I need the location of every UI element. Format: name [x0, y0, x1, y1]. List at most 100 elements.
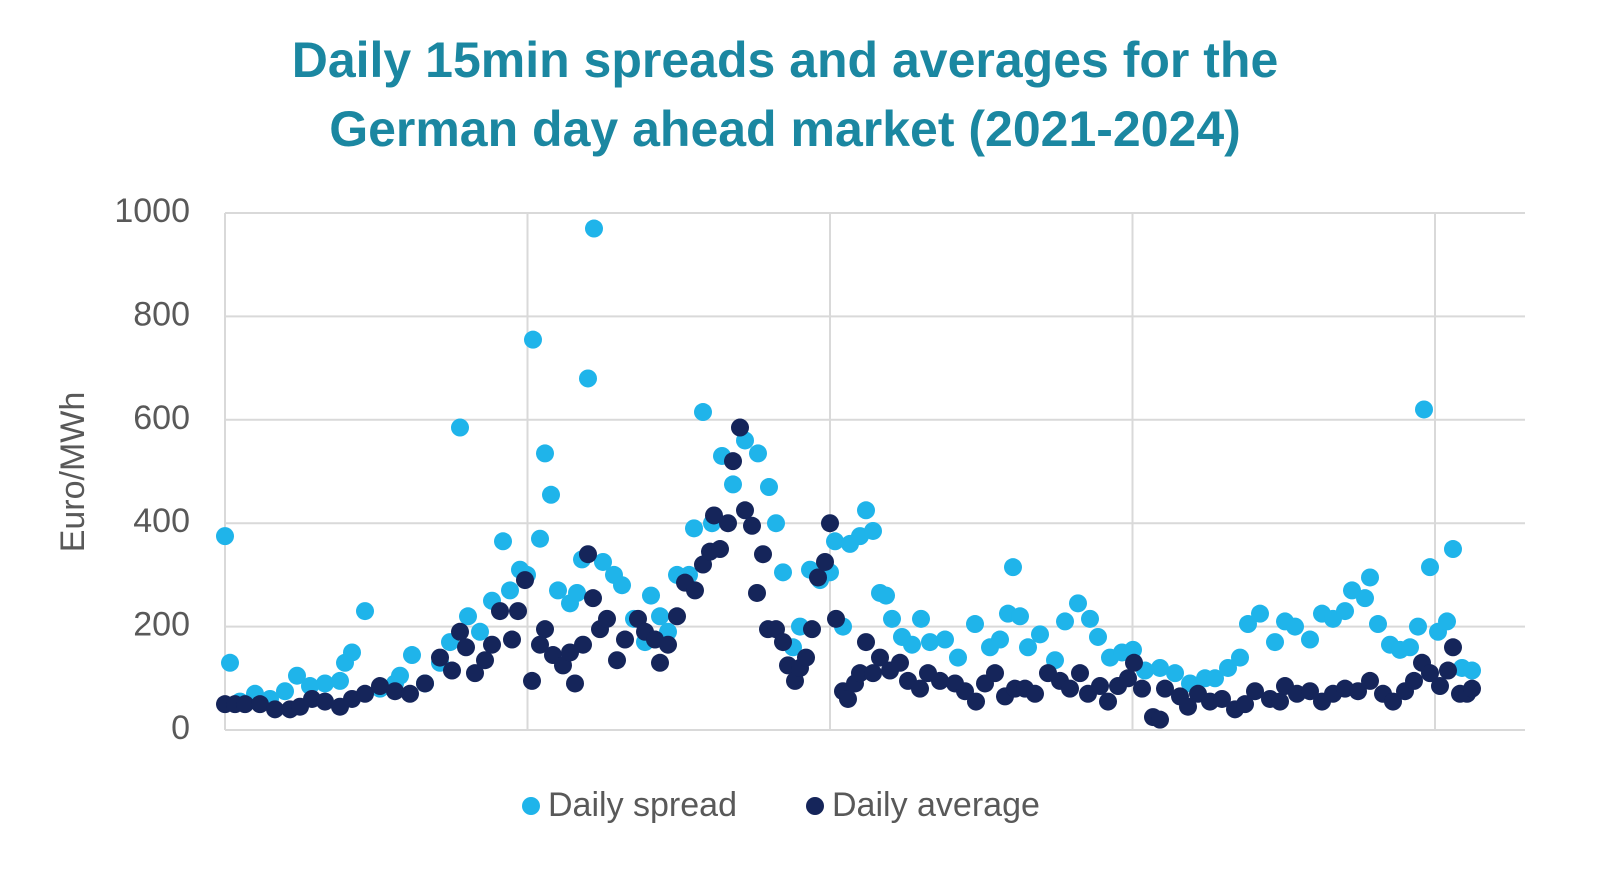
data-point [386, 682, 404, 701]
y-tick-label: 800 [133, 295, 190, 333]
data-point [911, 679, 929, 698]
data-point [1089, 627, 1107, 646]
data-point [1125, 653, 1143, 672]
data-point [803, 620, 821, 639]
data-point [316, 692, 334, 711]
data-point [651, 607, 669, 626]
data-point [491, 602, 509, 621]
data-point [476, 651, 494, 670]
data-point [236, 695, 254, 714]
data-point [443, 661, 461, 680]
data-point [457, 638, 475, 657]
data-point [1246, 682, 1264, 701]
data-point [561, 643, 579, 662]
data-point [1401, 638, 1419, 657]
data-point [966, 615, 984, 634]
data-point [821, 514, 839, 533]
data-point [1405, 671, 1423, 690]
data-point [1151, 658, 1169, 677]
data-point [685, 519, 703, 538]
data-point [731, 418, 749, 437]
data-point [891, 653, 909, 672]
data-point [903, 635, 921, 654]
data-point [1384, 692, 1402, 711]
data-point [748, 583, 766, 602]
data-point [931, 671, 949, 690]
data-point [579, 369, 597, 388]
data-point [542, 485, 560, 504]
data-point [459, 607, 477, 626]
data-point [613, 576, 631, 595]
data-point [767, 514, 785, 533]
data-point [1361, 568, 1379, 587]
data-point [1019, 638, 1037, 657]
data-point [1179, 697, 1197, 716]
data-point [921, 633, 939, 652]
data-point [1026, 684, 1044, 703]
data-point [549, 581, 567, 600]
data-point [864, 521, 882, 540]
data-point [503, 630, 521, 649]
data-point [857, 501, 875, 520]
data-point [949, 648, 967, 667]
data-point [686, 581, 704, 600]
data-point [1361, 671, 1379, 690]
data-point [1463, 661, 1481, 680]
data-point [1409, 617, 1427, 636]
data-point [579, 545, 597, 564]
data-point [524, 330, 542, 349]
data-point [331, 671, 349, 690]
data-point [403, 646, 421, 665]
data-point [416, 674, 434, 693]
data-point [816, 552, 834, 571]
data-point [1421, 664, 1439, 683]
data-point [1081, 609, 1099, 628]
legend-marker [806, 797, 824, 815]
data-point [1439, 661, 1457, 680]
data-point [584, 589, 602, 608]
data-point [1421, 558, 1439, 577]
data-point [276, 682, 294, 701]
data-point [1415, 400, 1433, 419]
data-point [936, 630, 954, 649]
data-point [1356, 589, 1374, 608]
data-point [1011, 607, 1029, 626]
data-point [1071, 664, 1089, 683]
data-point [356, 684, 374, 703]
data-point [356, 602, 374, 621]
data-point [451, 622, 469, 641]
data-point [724, 475, 742, 494]
data-point [401, 684, 419, 703]
data-point [1431, 677, 1449, 696]
data-point [826, 532, 844, 551]
data-point [1343, 581, 1361, 600]
data-point [431, 648, 449, 667]
data-point [1251, 604, 1269, 623]
data-point [536, 444, 554, 463]
data-point [864, 664, 882, 683]
legend-marker [522, 797, 540, 815]
data-point [216, 527, 234, 546]
data-point [1369, 615, 1387, 634]
data-point [1069, 594, 1087, 613]
data-point [1266, 633, 1284, 652]
data-point [471, 622, 489, 641]
data-point [568, 583, 586, 602]
data-point [451, 418, 469, 437]
data-point [1336, 602, 1354, 621]
data-point [967, 692, 985, 711]
chart-title: Daily 15min spreads and averages for the [292, 32, 1279, 88]
data-point [754, 545, 772, 564]
data-point [501, 581, 519, 600]
y-tick-label: 1000 [114, 192, 190, 230]
data-point [594, 552, 612, 571]
chart-title: German day ahead market (2021-2024) [329, 101, 1241, 157]
legend-label: Daily average [832, 786, 1040, 824]
data-point [531, 635, 549, 654]
data-point [839, 689, 857, 708]
data-point [616, 630, 634, 649]
data-point [1301, 682, 1319, 701]
data-point [986, 664, 1004, 683]
